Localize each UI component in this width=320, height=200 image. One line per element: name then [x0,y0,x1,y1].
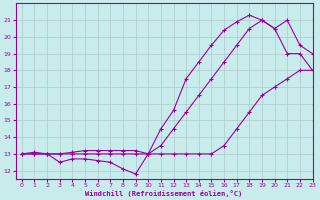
X-axis label: Windchill (Refroidissement éolien,°C): Windchill (Refroidissement éolien,°C) [85,190,243,197]
